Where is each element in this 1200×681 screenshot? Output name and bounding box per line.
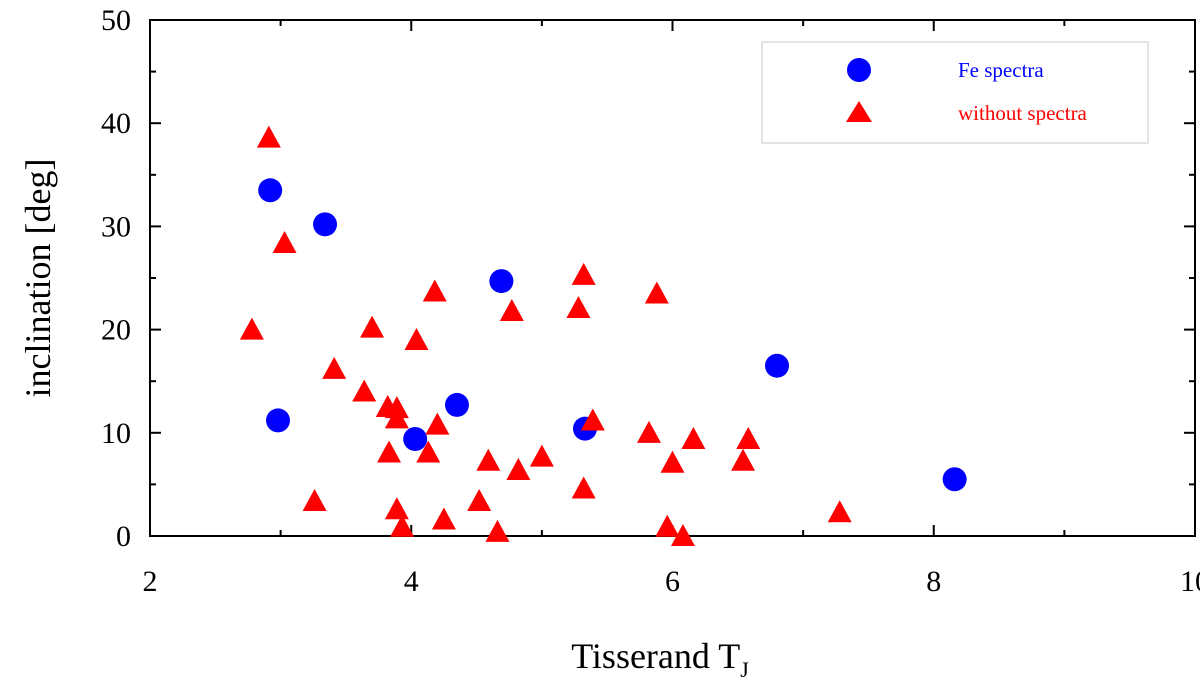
data-point-without-spectra <box>636 420 661 443</box>
x-tick-label: 6 <box>665 565 680 598</box>
data-point-without-spectra <box>571 476 596 499</box>
x-axis-label: Tisserand TJ <box>571 636 749 681</box>
data-point-without-spectra <box>580 408 605 431</box>
data-point-without-spectra <box>529 444 554 467</box>
data-point-without-spectra <box>571 262 596 285</box>
legend-box <box>761 41 1149 144</box>
series-without-spectra <box>239 125 852 547</box>
axis-tick-labels: 2 4 6 8 10 0 10 20 30 40 50 <box>101 4 1200 598</box>
data-point-without-spectra <box>352 379 377 402</box>
data-point-without-spectra <box>425 412 450 435</box>
data-point-fe-spectra <box>266 408 291 433</box>
y-tick-label: 40 <box>101 107 131 140</box>
data-point-without-spectra <box>360 315 385 338</box>
x-axis-label-subscript: J <box>740 657 749 681</box>
data-point-without-spectra <box>377 440 402 463</box>
data-point-without-spectra <box>390 514 415 537</box>
data-point-fe-spectra <box>313 212 338 237</box>
data-point-without-spectra <box>670 524 695 547</box>
x-tick-label: 10 <box>1180 565 1200 598</box>
data-point-fe-spectra <box>489 269 514 294</box>
data-point-without-spectra <box>644 281 669 304</box>
data-point-without-spectra <box>404 327 429 350</box>
data-point-without-spectra <box>660 450 685 473</box>
data-point-without-spectra <box>467 488 492 511</box>
y-tick-label: 30 <box>101 210 131 243</box>
data-point-fe-spectra <box>942 467 967 492</box>
data-point-without-spectra <box>681 427 706 450</box>
data-point-without-spectra <box>272 230 297 253</box>
data-point-without-spectra <box>322 356 347 379</box>
legend: Fe spectra without spectra <box>761 41 1149 144</box>
legend-marker-fe-spectra <box>847 58 871 82</box>
x-tick-label: 8 <box>926 565 941 598</box>
x-axis-label-main: Tisserand T <box>571 636 740 676</box>
y-tick-label: 50 <box>101 4 131 37</box>
data-point-fe-spectra <box>258 178 283 203</box>
data-point-without-spectra <box>485 519 510 542</box>
data-point-fe-spectra <box>444 392 469 417</box>
data-point-without-spectra <box>476 448 501 471</box>
data-point-without-spectra <box>499 299 524 322</box>
data-point-without-spectra <box>655 514 680 537</box>
data-point-without-spectra <box>827 500 852 523</box>
y-tick-label: 0 <box>116 520 131 553</box>
data-point-without-spectra <box>506 457 531 480</box>
data-point-fe-spectra <box>765 353 789 378</box>
data-point-without-spectra <box>302 488 327 511</box>
x-tick-label: 4 <box>404 565 419 598</box>
data-point-without-spectra <box>384 497 409 520</box>
data-point-without-spectra <box>422 279 447 302</box>
data-marks <box>239 125 967 547</box>
data-point-without-spectra <box>384 406 409 429</box>
legend-marker-without-spectra <box>846 101 872 122</box>
y-tick-label: 20 <box>101 314 131 347</box>
data-point-without-spectra <box>256 125 281 148</box>
data-point-without-spectra <box>736 427 761 450</box>
x-tick-label: 2 <box>143 565 158 598</box>
legend-label-fe-spectra: Fe spectra <box>958 58 1044 82</box>
y-tick-label: 10 <box>101 417 131 450</box>
data-point-without-spectra <box>566 295 591 318</box>
data-point-fe-spectra <box>403 426 428 451</box>
axis-ticks <box>149 19 1196 537</box>
data-point-without-spectra <box>239 317 264 340</box>
y-axis-label: inclination [deg] <box>18 159 58 398</box>
data-point-without-spectra <box>731 448 756 471</box>
legend-label-without-spectra: without spectra <box>958 101 1088 125</box>
data-point-without-spectra <box>431 507 456 530</box>
data-point-without-spectra <box>416 440 441 463</box>
